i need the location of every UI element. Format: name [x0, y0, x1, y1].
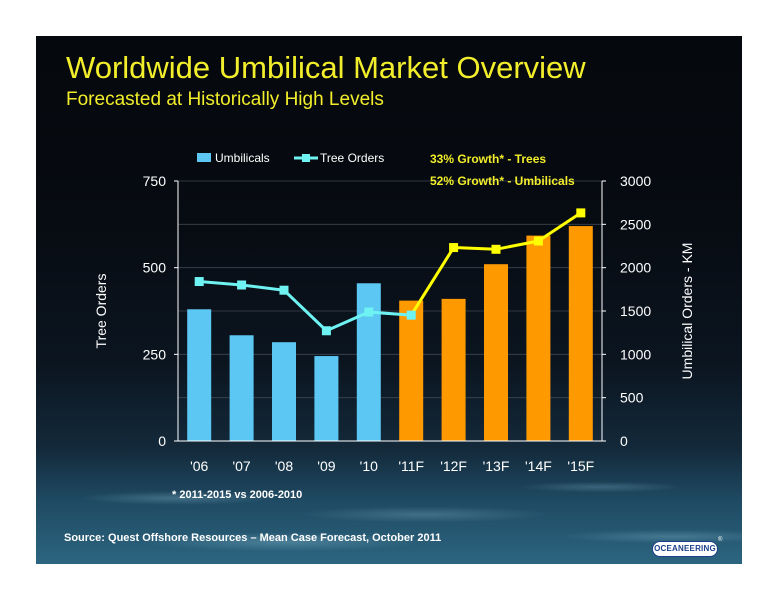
legend-umbilicals-swatch — [197, 153, 211, 162]
bar-umbilicals-09 — [314, 356, 339, 441]
tree-orders-point-14F — [533, 236, 543, 246]
x-tick-label: '12F — [440, 458, 467, 474]
annotation-trees-growth: 33% Growth* - Trees — [430, 152, 546, 166]
tree-orders-point-09 — [321, 326, 331, 336]
tree-orders-line-series — [194, 208, 586, 336]
left-y-tick-label: 250 — [143, 346, 167, 362]
tree-orders-point-06 — [194, 277, 204, 287]
tree-orders-point-12F — [449, 243, 459, 253]
slide-background: Worldwide Umbilical Market Overview Fore… — [36, 36, 742, 564]
tree-orders-line-segment — [325, 310, 370, 333]
tree-orders-line-segment — [241, 283, 285, 292]
x-tick-label: '09 — [317, 458, 335, 474]
right-y-tick-label: 2000 — [620, 260, 651, 276]
bar-umbilicals-07 — [229, 335, 254, 441]
tree-orders-line-segment — [453, 246, 497, 251]
tree-orders-line-segment — [409, 246, 455, 316]
bar-umbilicals-15F — [568, 226, 593, 441]
combo-chart: 0 250 500 750 0 500 1000 1500 2000 2500 3000 '06 '07… — [93, 151, 695, 474]
left-y-tick-label: 500 — [143, 260, 167, 276]
right-y-tick-label: 1500 — [620, 303, 651, 319]
legend-tree-orders-label: Tree Orders — [320, 151, 384, 165]
axis-tick-labels: 0 250 500 750 0 500 1000 1500 2000 2500 3000 '06 '07… — [143, 173, 652, 474]
right-y-tick-label: 0 — [620, 433, 628, 449]
slide-subtitle: Forecasted at Historically High Levels — [66, 89, 384, 110]
left-y-tick-label: 750 — [143, 173, 167, 189]
umbilicals-bar-series — [187, 226, 593, 441]
x-tick-label: '08 — [275, 458, 293, 474]
tree-orders-point-11F — [406, 310, 416, 320]
left-y-tick-label: 0 — [158, 433, 166, 449]
tree-orders-point-13F — [491, 244, 501, 254]
right-y-axis-title: Umbilical Orders - KM — [679, 243, 695, 380]
bar-umbilicals-12F — [441, 298, 466, 441]
legend-tree-orders-marker — [302, 154, 310, 162]
tree-orders-point-07 — [237, 280, 247, 290]
legend-umbilicals-label: Umbilicals — [215, 151, 270, 165]
x-tick-label: '14F — [525, 458, 552, 474]
growth-footnote: * 2011-2015 vs 2006-2010 — [172, 489, 303, 501]
left-y-axis-title: Tree Orders — [93, 274, 109, 349]
annotation-umbilicals-growth: 52% Growth* - Umbilicals — [430, 174, 575, 188]
registered-mark: ® — [718, 537, 723, 543]
slide-title: Worldwide Umbilical Market Overview — [66, 50, 586, 85]
tree-orders-line-segment — [282, 289, 328, 332]
x-tick-label: '06 — [190, 458, 208, 474]
oceaneering-logo: OCEANEERING — [652, 541, 718, 557]
tree-orders-point-10 — [364, 307, 374, 317]
tree-orders-point-15F — [576, 208, 586, 218]
bar-umbilicals-11F — [399, 300, 424, 441]
right-y-tick-label: 500 — [620, 390, 644, 406]
right-y-tick-label: 3000 — [620, 173, 651, 189]
tree-orders-line-segment — [495, 239, 539, 251]
chart-legend: Umbilicals Tree Orders — [197, 151, 384, 165]
tree-orders-point-08 — [279, 285, 289, 295]
ocean-surface-decoration — [36, 454, 742, 564]
x-tick-label: '07 — [232, 458, 250, 474]
x-tick-label: '15F — [567, 458, 594, 474]
bar-umbilicals-06 — [187, 309, 212, 441]
bar-umbilicals-13F — [484, 264, 508, 441]
bar-umbilicals-10 — [356, 283, 381, 441]
tree-orders-line-segment — [368, 310, 412, 317]
x-tick-label: '13F — [483, 458, 510, 474]
tree-orders-line-segment — [199, 280, 242, 287]
tree-orders-line-segment — [537, 211, 582, 243]
right-y-tick-label: 2500 — [620, 216, 651, 232]
source-citation: Source: Quest Offshore Resources – Mean … — [64, 532, 442, 544]
x-tick-label: '10 — [360, 458, 378, 474]
right-y-tick-label: 1000 — [620, 346, 651, 362]
bar-umbilicals-08 — [272, 342, 296, 441]
x-tick-label: '11F — [398, 458, 424, 474]
bar-umbilicals-14F — [526, 235, 551, 441]
